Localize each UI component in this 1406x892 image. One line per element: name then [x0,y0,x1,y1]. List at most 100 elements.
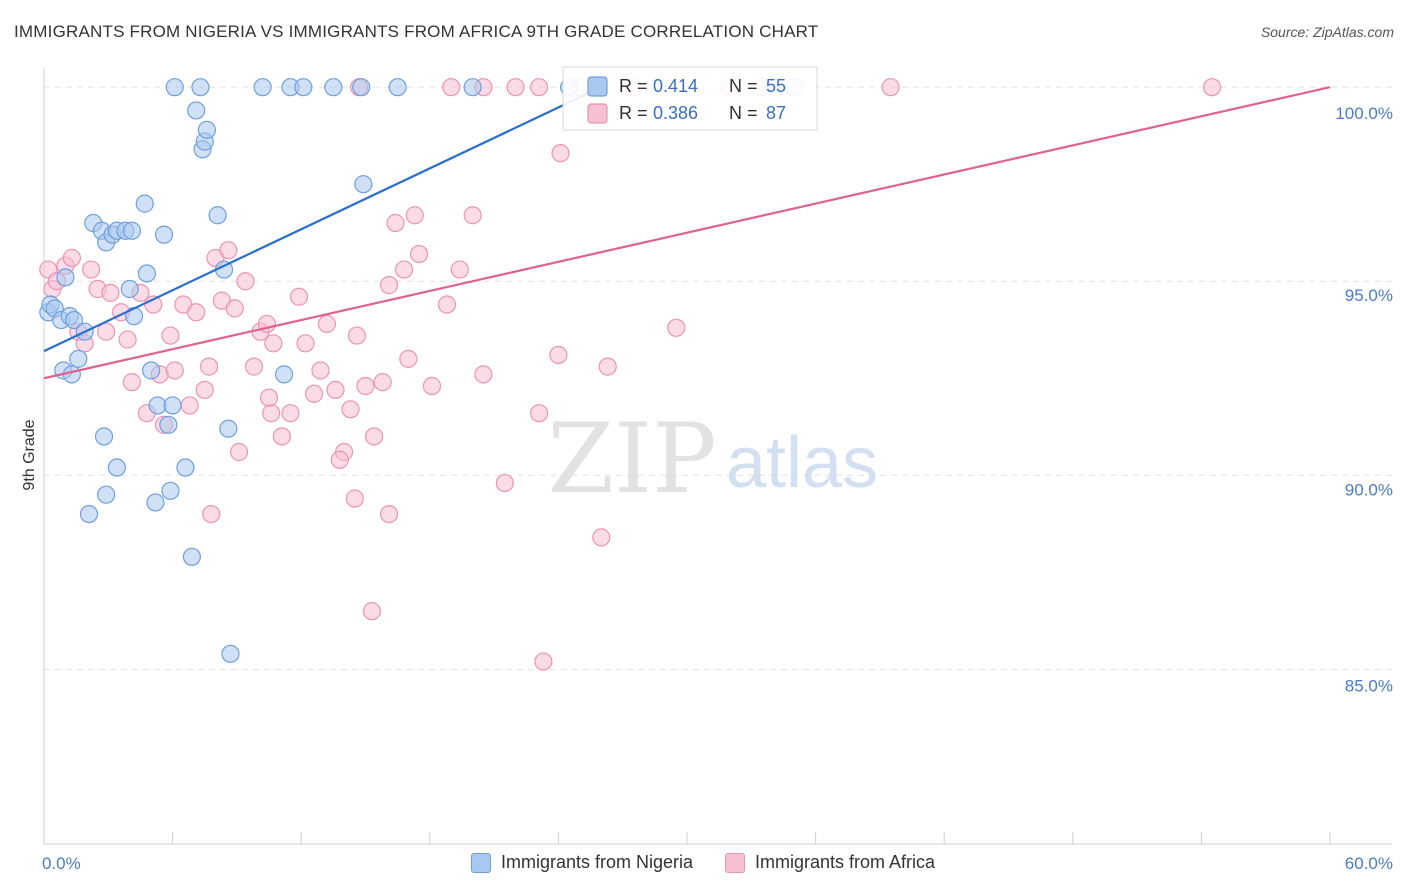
africa-point [229,442,249,462]
nigeria-point [176,458,195,477]
x-tick-label-max: 60.0% [1345,854,1393,873]
africa-point [317,314,337,334]
y-tick-label: 95.0% [1345,286,1393,305]
legend-r-label: R = [619,103,648,123]
africa-point [386,213,405,233]
legend-swatch [587,103,608,124]
africa-point [598,357,617,376]
africa-point [422,376,442,396]
nigeria-point [187,101,206,120]
y-tick-label: 90.0% [1345,480,1393,499]
africa-point [379,276,399,295]
africa-point [450,260,469,279]
nigeria-point [274,365,294,384]
africa-point [97,322,116,341]
africa-point [362,602,382,621]
africa-point [264,334,283,353]
africa-point [345,489,364,508]
legend-item-africa[interactable]: Immigrants from Africa [725,852,935,873]
africa-point [161,326,180,345]
legend-label-nigeria: Immigrants from Nigeria [500,852,693,872]
nigeria-point [122,221,141,240]
africa-point [62,248,81,268]
nigeria-point [163,396,182,415]
trend-line-africa [43,86,1331,380]
africa-point [262,404,281,423]
nigeria-point [64,310,84,330]
chart-source: Source: ZipAtlas.com [1260,24,1394,40]
africa-point [530,78,549,97]
africa-point [530,404,549,423]
nigeria-point [197,120,216,139]
nigeria-point [182,547,201,566]
legend-n-value: 87 [766,103,786,123]
nigeria-point [161,481,180,500]
africa-point [437,295,457,314]
nigeria-point [324,78,343,97]
nigeria-point [388,78,407,97]
nigeria-point [97,485,116,504]
nigeria-point [154,225,174,244]
africa-point [199,357,219,376]
legend-item-nigeria[interactable]: Immigrants from Nigeria [470,852,693,873]
africa-point [202,504,221,524]
nigeria-point [208,206,227,225]
watermark: ZIP atlas [547,403,878,515]
legend-swatch-africa [725,852,745,873]
x-tick-label-min: 0.0% [42,854,81,873]
series-nigeria-points [39,78,804,663]
legend: R = 0.414 N = 55 R = 0.386 N = 87 [562,66,818,131]
africa-point [667,318,686,337]
nigeria-point [352,78,371,97]
africa-point [236,272,255,291]
y-tick-label: 85.0% [1345,676,1393,695]
legend-n-label: N = [729,103,758,123]
series-africa-points [39,78,1222,671]
legend-n-label: N = [729,76,758,96]
bottom-legend: Immigrants from Nigeria Immigrants from … [0,852,1406,873]
africa-point [304,384,324,403]
africa-point [219,241,238,260]
watermark-zip: ZIP [547,403,716,515]
africa-point [326,380,345,400]
nigeria-point [79,504,99,524]
africa-point [122,373,141,392]
y-axis-label: 9th Grade [21,419,38,490]
africa-point [118,330,137,349]
africa-point [356,376,375,396]
trend-line-nigeria [43,86,602,353]
africa-point [405,206,424,225]
nigeria-point [107,458,126,477]
africa-point [373,373,392,392]
africa-point [1203,78,1222,97]
trend-lines [43,86,1331,380]
nigeria-point [219,419,238,438]
africa-point [180,396,199,415]
y-tick-label: 100.0% [1335,104,1393,123]
legend-swatch-nigeria [470,852,491,873]
legend-n-value: 55 [766,76,786,96]
watermark-atlas: atlas [726,423,878,503]
legend-swatch [587,76,608,97]
africa-point [347,326,367,345]
x-axis-tick-labels: 0.0% 60.0% [42,854,1393,873]
africa-point [165,361,184,380]
africa-point [364,427,384,446]
africa-point [495,473,514,493]
nigeria-point [120,279,139,299]
nigeria-point [159,415,178,434]
africa-point [409,244,429,264]
nigeria-point [137,264,156,283]
africa-point [330,450,349,469]
nigeria-point [56,268,75,287]
legend-label-africa: Immigrants from Africa [755,852,936,872]
nigeria-point [146,493,165,512]
grid-lines [44,86,1392,670]
africa-point [225,299,244,318]
africa-point [311,361,330,380]
africa-point [259,388,279,407]
nigeria-point [142,361,161,380]
nigeria-point [221,644,240,663]
africa-point [289,287,309,306]
